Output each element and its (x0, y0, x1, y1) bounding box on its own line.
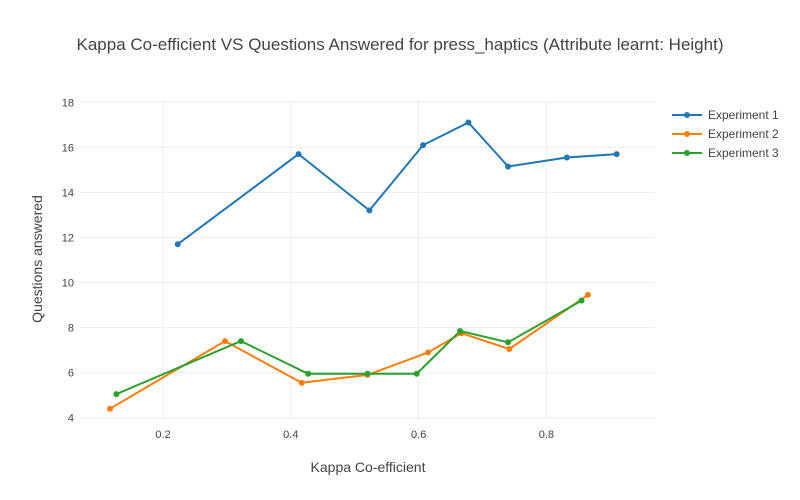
y-tick-label: 4 (68, 413, 74, 425)
data-point[interactable] (457, 327, 464, 334)
data-point[interactable] (578, 297, 585, 304)
legend-label: Experiment 3 (708, 146, 779, 160)
legend-item[interactable]: Experiment 1 (672, 108, 779, 122)
legend-item[interactable]: Experiment 2 (672, 127, 779, 141)
data-point[interactable] (238, 338, 244, 345)
legend-label: Experiment 1 (708, 108, 779, 122)
data-point[interactable] (305, 370, 312, 377)
data-point[interactable] (174, 241, 181, 248)
y-tick-label: 14 (62, 187, 74, 199)
chart-title: Kappa Co-efficient VS Questions Answered… (77, 35, 724, 54)
data-point[interactable] (613, 151, 620, 158)
data-point[interactable] (465, 119, 472, 126)
data-point[interactable] (413, 370, 420, 377)
legend-swatch-marker (684, 131, 690, 137)
x-axis-title: Kappa Co-efficient (311, 459, 426, 475)
y-tick-label: 16 (62, 142, 74, 154)
series-line[interactable] (109, 294, 589, 410)
data-point[interactable] (298, 379, 305, 386)
data-point[interactable] (584, 291, 591, 298)
data-point[interactable] (505, 339, 512, 346)
legend-swatch-marker (684, 112, 690, 118)
y-tick-label: 18 (62, 97, 74, 109)
data-point[interactable] (425, 349, 432, 356)
data-point[interactable] (107, 405, 114, 412)
x-tick-label: 0.8 (539, 429, 554, 441)
y-tick-label: 12 (62, 232, 74, 244)
y-tick-label: 6 (68, 368, 74, 380)
legend[interactable]: Experiment 1 Experiment 2 Experiment 3 (672, 108, 779, 160)
data-point[interactable] (364, 370, 371, 377)
ticks-layer: 0.2 0.4 0.6 0.8 4 6 8 10 12 14 16 18 (62, 97, 554, 441)
y-axis-title: Questions answered (29, 195, 45, 323)
data-point[interactable] (506, 346, 513, 353)
data-point[interactable] (113, 391, 120, 398)
data-point[interactable] (295, 151, 302, 158)
data-point[interactable] (505, 163, 512, 170)
series-line[interactable] (177, 121, 617, 246)
series-line[interactable] (116, 299, 582, 396)
data-point[interactable] (420, 142, 427, 149)
data-point[interactable] (222, 338, 229, 345)
x-tick-label: 0.2 (155, 429, 170, 441)
x-tick-label: 0.6 (411, 429, 426, 441)
legend-swatch-marker (684, 150, 690, 156)
y-tick-label: 8 (68, 323, 74, 335)
y-tick-label: 10 (62, 278, 74, 290)
legend-label: Experiment 2 (708, 127, 779, 141)
data-point[interactable] (563, 154, 570, 161)
data-point[interactable] (366, 207, 373, 214)
x-tick-label: 0.4 (283, 429, 298, 441)
legend-item[interactable]: Experiment 3 (672, 146, 779, 160)
series-layer (107, 119, 620, 412)
